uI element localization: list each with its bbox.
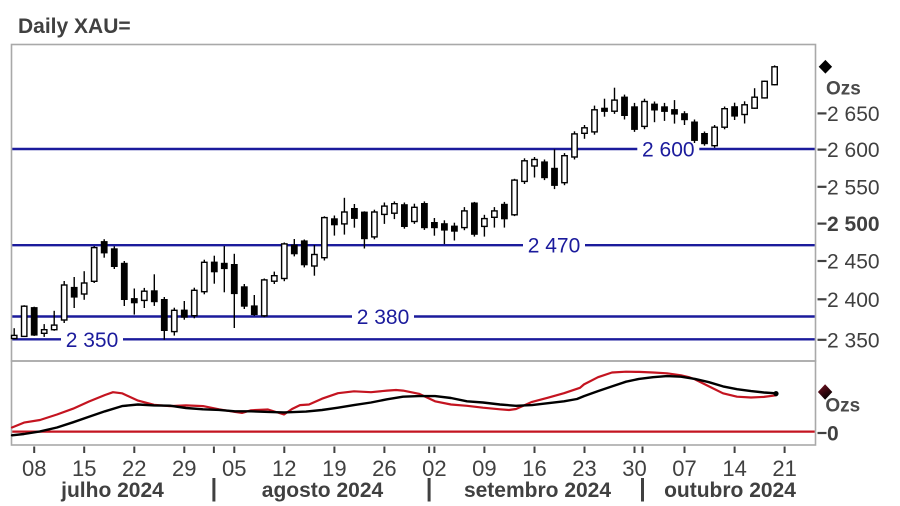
svg-text:2 350: 2 350 <box>66 329 119 352</box>
svg-text:23: 23 <box>572 456 596 481</box>
svg-text:29: 29 <box>172 456 196 481</box>
svg-text:08: 08 <box>22 456 46 481</box>
svg-text:09: 09 <box>472 456 496 481</box>
svg-text:Ozs: Ozs <box>826 79 861 100</box>
svg-text:julho 2024: julho 2024 <box>60 479 164 502</box>
svg-text:21: 21 <box>772 456 796 481</box>
svg-text:2 450: 2 450 <box>827 251 880 274</box>
svg-text:16: 16 <box>522 456 546 481</box>
svg-text:07: 07 <box>672 456 696 481</box>
svg-text:2 470: 2 470 <box>528 235 581 258</box>
svg-text:22: 22 <box>122 456 146 481</box>
svg-text:30: 30 <box>622 456 646 481</box>
svg-text:Daily XAU=: Daily XAU= <box>18 15 131 38</box>
svg-text:setembro 2024: setembro 2024 <box>464 479 611 502</box>
svg-text:12: 12 <box>272 456 296 481</box>
svg-text:14: 14 <box>722 456 746 481</box>
svg-text:2 380: 2 380 <box>357 306 410 329</box>
svg-text:2 650: 2 650 <box>827 103 880 126</box>
svg-text:02: 02 <box>422 456 446 481</box>
svg-text:15: 15 <box>72 456 96 481</box>
svg-text:19: 19 <box>322 456 346 481</box>
svg-text:outubro 2024: outubro 2024 <box>664 479 796 502</box>
svg-text:2 600: 2 600 <box>827 139 880 162</box>
svg-text:05: 05 <box>222 456 246 481</box>
svg-text:2 350: 2 350 <box>827 329 880 352</box>
svg-text:agosto 2024: agosto 2024 <box>262 479 384 502</box>
svg-text:26: 26 <box>372 456 396 481</box>
svg-text:Ozs: Ozs <box>825 396 860 417</box>
svg-text:2 400: 2 400 <box>827 289 880 312</box>
svg-text:2 550: 2 550 <box>827 176 880 199</box>
svg-text:2 600: 2 600 <box>642 139 695 162</box>
svg-text:2 500: 2 500 <box>827 213 880 236</box>
svg-text:0: 0 <box>827 423 839 446</box>
